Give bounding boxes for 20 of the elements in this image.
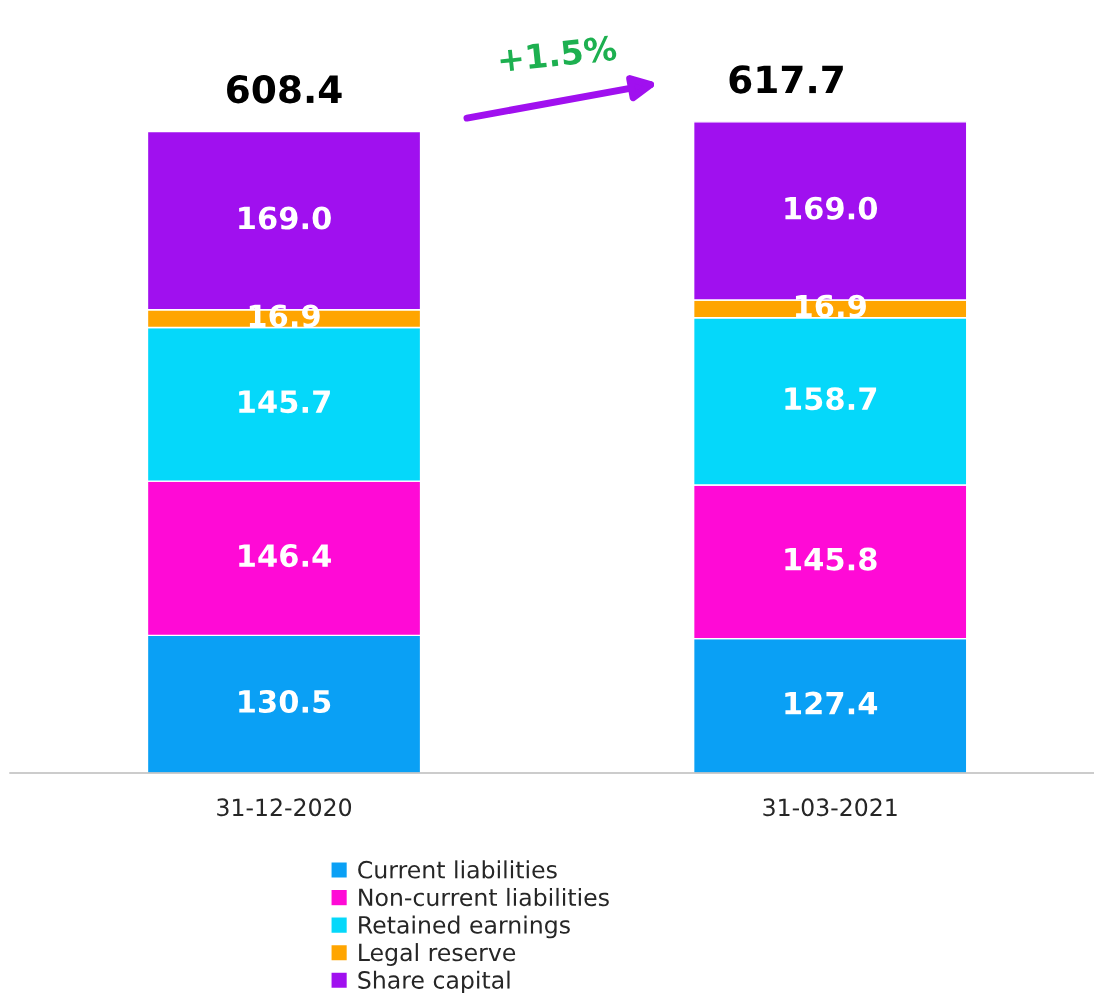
text: +1.5% — [499, 35, 617, 73]
data-label: 158.7 — [785, 387, 877, 411]
data-label: 127.4 — [785, 691, 878, 715]
data-label: 145.7 — [239, 390, 330, 414]
legend-label: Legal reserve — [359, 943, 516, 966]
data-label: 169.0 — [785, 196, 878, 220]
legend-label: Current liabilities — [358, 860, 557, 879]
data-label: 145.8 — [785, 547, 877, 571]
legend-label: Retained earnings — [359, 915, 570, 939]
data-label: 16.9 — [249, 304, 320, 328]
data-label: 16.9 — [795, 294, 866, 318]
data-label: 146.4 — [239, 544, 331, 568]
total-label: 608.4 — [227, 75, 342, 104]
total-label: 617.7 — [729, 65, 843, 94]
legend-label: Non-current liabilities — [359, 887, 609, 907]
legend-label: Share capital — [358, 970, 510, 993]
data-label: 169.0 — [239, 206, 331, 230]
x-tick-label: 31-03-2021 — [763, 798, 897, 817]
x-tick-label: 31-12-2020 — [217, 798, 352, 817]
data-label: 130.5 — [239, 689, 331, 714]
